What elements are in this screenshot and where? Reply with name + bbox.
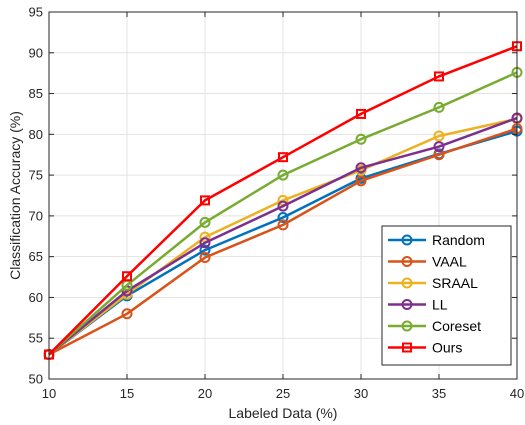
data-point-vaal	[121, 308, 133, 320]
x-tick-label: 25	[276, 386, 290, 401]
legend-label-coreset: Coreset	[432, 318, 481, 334]
data-point-vaal	[355, 175, 367, 187]
data-point-ours	[356, 108, 366, 119]
y-tick-label: 95	[29, 5, 43, 20]
y-tick-label: 65	[29, 249, 43, 264]
axis-ticks: 10 15 20 25 30 35 40 50 55 60 65 70 75 80 85 90 95	[29, 5, 525, 402]
legend-label-vaal: VAAL	[432, 254, 467, 270]
data-point-random	[199, 244, 211, 256]
data-point-ours	[434, 71, 444, 82]
data-point-coreset	[355, 133, 367, 145]
x-tick-label: 30	[354, 386, 368, 401]
legend-item-ours: Ours	[388, 340, 462, 356]
legend: Random VAAL SRAAL LL Coreset Ours	[381, 225, 512, 366]
legend-box	[381, 225, 512, 366]
series-line-ll	[48, 116, 518, 356]
data-point-coreset	[433, 101, 445, 113]
legend-swatch-marker	[401, 320, 413, 332]
data-point-vaal	[277, 219, 289, 231]
data-point-coreset	[277, 169, 289, 181]
y-tick-label: 50	[29, 372, 43, 387]
legend-item-sraal: SRAAL	[388, 275, 478, 291]
data-point-vaal	[199, 251, 211, 263]
series-line-vaal	[48, 127, 518, 356]
legend-item-ll: LL	[388, 297, 448, 313]
legend-item-coreset: Coreset	[388, 318, 481, 334]
series-line-ours	[48, 45, 518, 356]
x-tick-label: 15	[120, 386, 134, 401]
series-line-coreset	[48, 71, 518, 356]
data-point-ll	[277, 200, 289, 212]
legend-label-ll: LL	[432, 297, 448, 313]
y-tick-label: 90	[29, 45, 43, 60]
data-point-ll	[433, 141, 445, 153]
x-tick-label: 35	[432, 386, 446, 401]
legend-item-random: Random	[388, 232, 485, 248]
legend-item-vaal: VAAL	[388, 254, 467, 270]
legend-swatch-marker	[401, 256, 413, 267]
y-tick-label: 75	[29, 168, 43, 183]
y-tick-label: 80	[29, 127, 43, 142]
x-tick-label: 40	[510, 386, 524, 401]
y-tick-label: 85	[29, 86, 43, 101]
data-point-ours	[278, 152, 288, 163]
legend-swatch-marker	[402, 342, 412, 353]
legend-label-ours: Ours	[432, 340, 462, 356]
legend-swatch-marker	[401, 234, 413, 246]
data-point-ours	[122, 271, 132, 282]
data-point-random	[277, 212, 289, 224]
y-tick-label: 60	[29, 290, 43, 305]
series-group	[43, 41, 523, 361]
x-axis-label: Labeled Data (%)	[229, 405, 338, 421]
data-point-ll	[355, 162, 367, 174]
data-point-ours	[200, 195, 210, 206]
x-tick-label: 20	[198, 386, 212, 401]
data-point-ll	[199, 237, 211, 249]
y-axis-label: Classification Accuracy (%)	[7, 111, 23, 280]
y-tick-label: 55	[29, 331, 43, 346]
legend-swatch-marker	[401, 299, 413, 310]
data-point-sraal	[433, 130, 445, 142]
legend-label-random: Random	[432, 232, 485, 248]
data-point-coreset	[199, 216, 211, 228]
series-line-sraal	[48, 117, 518, 356]
y-tick-label: 70	[29, 208, 43, 223]
legend-swatch-marker	[401, 277, 413, 289]
x-tick-label: 10	[42, 386, 56, 401]
legend-label-sraal: SRAAL	[432, 275, 478, 291]
